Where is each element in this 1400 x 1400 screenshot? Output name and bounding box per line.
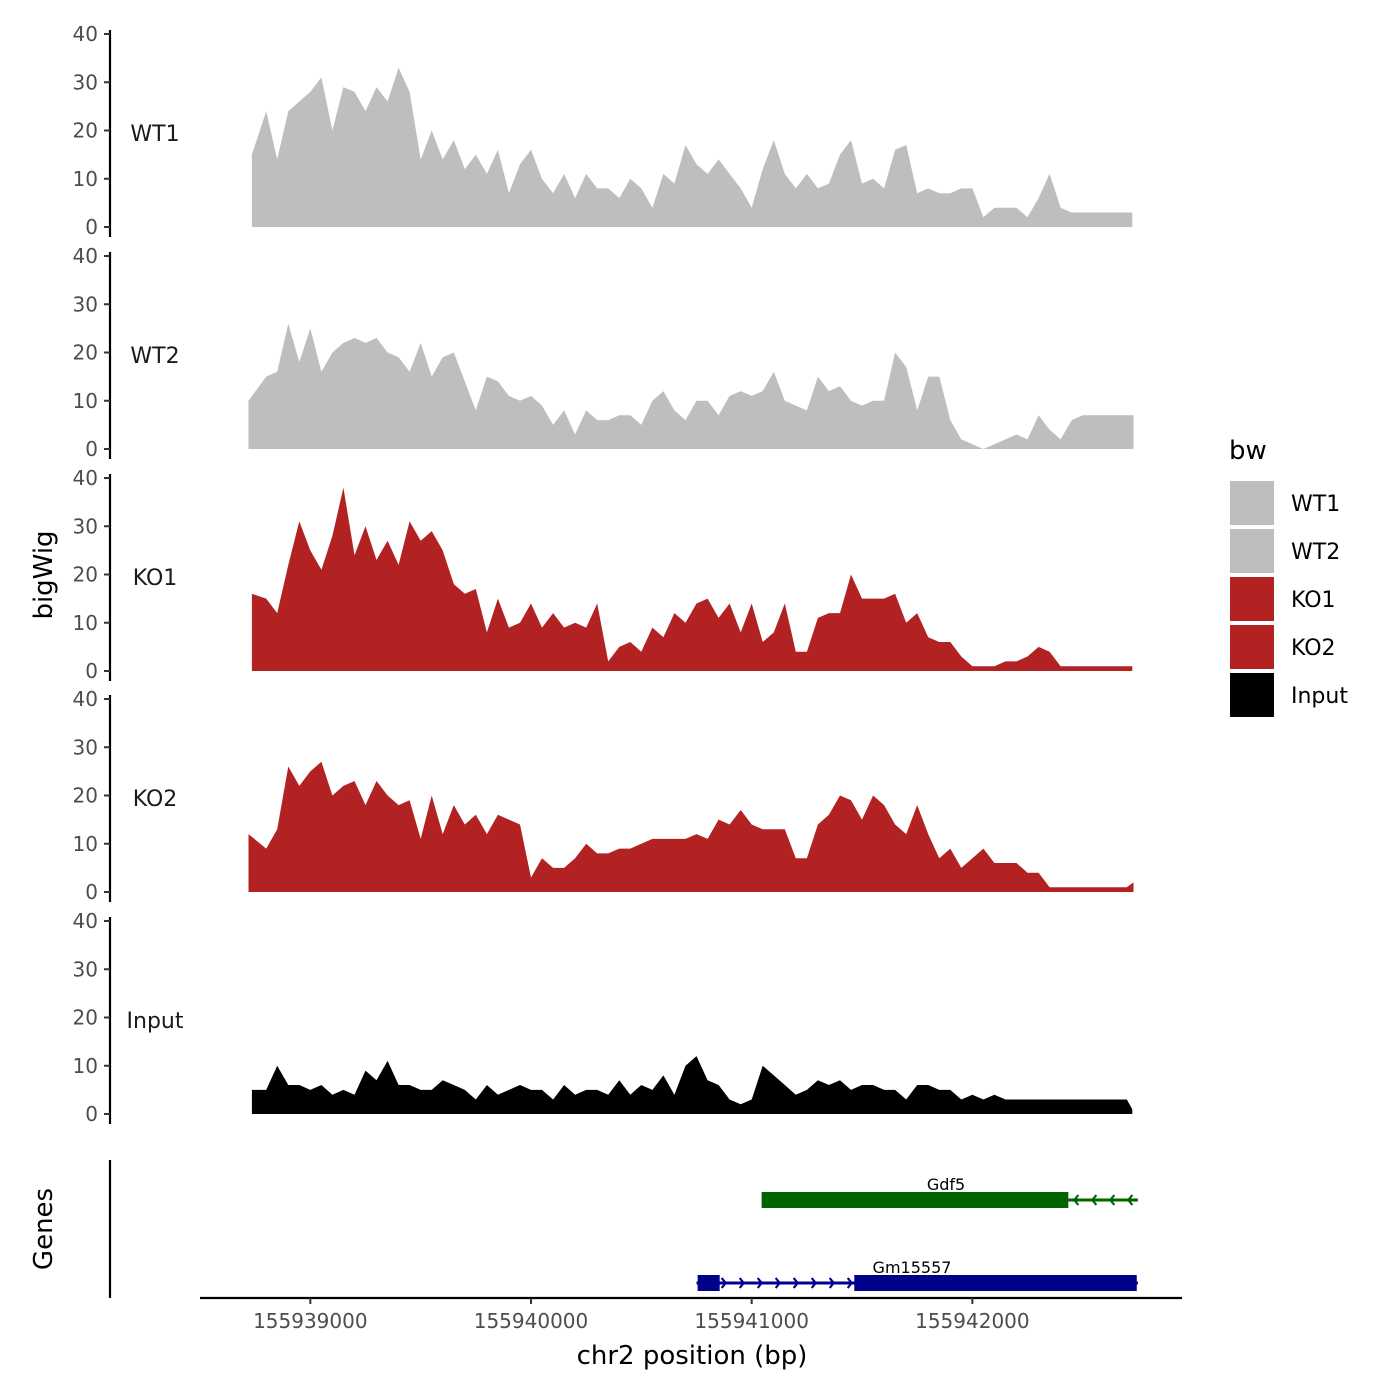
x-tick-label: 155939000: [253, 1309, 368, 1333]
gene-exon: [761, 1192, 1069, 1208]
y-tick-label: 30: [73, 292, 98, 316]
y-tick-label: 0: [85, 659, 98, 683]
gene-label-gm15557: Gm15557: [873, 1258, 952, 1277]
coverage-area-ko2: [248, 761, 1134, 892]
y-tick-label: 0: [85, 880, 98, 904]
panel-ko2: 0 10 20 30 40 KO2: [73, 687, 1134, 904]
strand-chevron: [1090, 1194, 1098, 1206]
y-tick-label: 30: [73, 957, 98, 981]
strand-chevron: [792, 1277, 800, 1289]
y-tick-label: 10: [73, 832, 98, 856]
panel-ko1: 0 10 20 30 40 KO1: [73, 466, 1133, 683]
legend-key-ko2: [1228, 623, 1276, 671]
track-label-input: Input: [127, 1009, 184, 1034]
y-tick-label: 10: [73, 611, 98, 635]
legend-key-wt1: [1228, 479, 1276, 527]
legend-label-wt2: WT2: [1291, 540, 1340, 565]
y-tick-label: 10: [73, 167, 98, 191]
strand-chevron: [810, 1277, 818, 1289]
genes-axis-title: Genes: [29, 1188, 59, 1270]
coverage-area-wt1: [251, 67, 1133, 227]
gene-label-gdf5: Gdf5: [927, 1175, 965, 1194]
legend-key-wt2: [1228, 527, 1276, 575]
y-tick-label: 0: [85, 215, 98, 239]
y-tick-label: 20: [73, 119, 98, 143]
y-tick-label: 20: [73, 784, 98, 808]
panel-wt2: 0 10 20 30 40 WT2: [73, 244, 1134, 461]
strand-chevron: [738, 1277, 746, 1289]
x-tick-label: 155940000: [474, 1309, 589, 1333]
panel-wt1: 0 10 20 30 40 WT1: [73, 22, 1133, 239]
coverage-area-wt2: [248, 323, 1134, 449]
x-axis-title: chr2 position (bp): [577, 1341, 808, 1371]
coverage-area-ko1: [251, 487, 1133, 671]
y-tick-label: 30: [73, 514, 98, 538]
legend: bw WT1 WT2 KO1 KO2 Input: [1228, 436, 1348, 719]
y-tick-label: 10: [73, 389, 98, 413]
gene-exon: [697, 1275, 720, 1291]
y-tick-label: 10: [73, 1054, 98, 1078]
y-tick-label: 30: [73, 70, 98, 94]
strand-chevron: [720, 1277, 728, 1289]
strand-chevron: [1072, 1194, 1080, 1206]
y-tick-label: 0: [85, 1102, 98, 1126]
track-label-ko1: KO1: [133, 566, 178, 591]
strand-chevron: [774, 1277, 782, 1289]
track-label-wt1: WT1: [130, 122, 179, 147]
genes-track: Genes Gdf5 Gm15557: [29, 1160, 1138, 1298]
y-tick-label: 40: [73, 687, 98, 711]
y-tick-label: 0: [85, 437, 98, 461]
x-axis: 155939000 155940000 155941000 155942000: [200, 1296, 1182, 1333]
y-tick-label: 20: [73, 341, 98, 365]
gene-exon: [854, 1275, 1137, 1291]
panel-input: 0 10 20 30 40 Input: [73, 909, 1133, 1126]
strand-chevron: [846, 1277, 854, 1289]
legend-label-ko1: KO1: [1291, 588, 1336, 613]
gene-gm15557: Gm15557: [696, 1258, 1138, 1291]
x-tick-label: 155941000: [694, 1309, 809, 1333]
legend-title: bw: [1229, 436, 1267, 466]
track-label-ko2: KO2: [133, 787, 178, 812]
y-tick-label: 20: [73, 1006, 98, 1030]
legend-key-ko1: [1228, 575, 1276, 623]
legend-key-input: [1228, 671, 1276, 719]
gene-gdf5: Gdf5: [761, 1175, 1138, 1208]
y-tick-label: 40: [73, 22, 98, 46]
y-axis-title: bigWig: [29, 530, 59, 619]
legend-label-wt1: WT1: [1291, 492, 1340, 517]
coverage-panels: 0 10 20 30 40 WT1 0 10 20 30 40 WT2 0 10 20 30 40 KO1 0 10 2…: [73, 22, 1134, 1126]
y-tick-label: 40: [73, 909, 98, 933]
track-label-wt2: WT2: [130, 344, 179, 369]
y-tick-label: 40: [73, 244, 98, 268]
y-tick-label: 30: [73, 735, 98, 759]
coverage-area-input: [251, 1056, 1133, 1114]
y-tick-label: 40: [73, 466, 98, 490]
strand-chevron: [828, 1277, 836, 1289]
y-tick-label: 20: [73, 563, 98, 587]
strand-chevron: [1108, 1194, 1116, 1206]
legend-label-input: Input: [1291, 684, 1348, 709]
x-tick-label: 155942000: [915, 1309, 1030, 1333]
legend-label-ko2: KO2: [1291, 636, 1336, 661]
strand-chevron: [756, 1277, 764, 1289]
strand-chevron: [1126, 1194, 1134, 1206]
